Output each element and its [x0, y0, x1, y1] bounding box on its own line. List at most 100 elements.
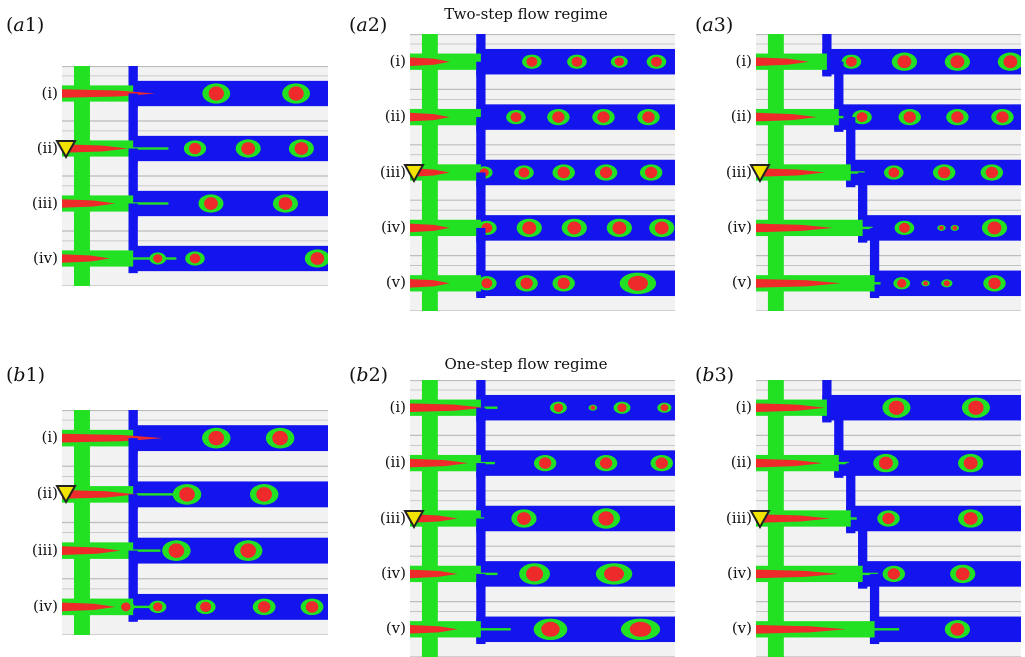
- row-label: (ii): [36, 138, 58, 157]
- collector-channel-segment: [476, 518, 486, 589]
- collector-channel-segment: [476, 61, 486, 132]
- droplet-core: [642, 111, 655, 123]
- droplet-core: [963, 512, 978, 525]
- collector-channel-segment: [476, 407, 486, 478]
- collector-channel-segment: [834, 61, 844, 132]
- droplet-core: [660, 404, 669, 412]
- droplet-neck: [816, 115, 844, 119]
- droplet-core: [310, 252, 325, 265]
- droplet-core: [651, 56, 662, 67]
- droplet-neck: [136, 493, 177, 496]
- droplet-neck: [449, 60, 463, 63]
- droplet-core: [888, 400, 905, 415]
- droplet-core: [627, 275, 648, 291]
- droplet-core: [522, 221, 537, 235]
- outlet-channel: [834, 450, 1021, 476]
- dispersed-thread: [62, 602, 116, 612]
- row-label: (ii): [730, 107, 752, 126]
- dispersed-thread: [62, 199, 116, 208]
- collector-channel-segment: [858, 518, 868, 589]
- outlet-channel: [476, 394, 675, 421]
- row-label: (iv): [33, 596, 58, 615]
- dispersed-thread: [756, 168, 825, 177]
- collector-channel-segment: [128, 550, 138, 622]
- droplet-core: [305, 601, 319, 613]
- row-label: (i): [41, 428, 58, 447]
- collector-channel-segment: [476, 117, 486, 188]
- droplet-core: [571, 56, 583, 67]
- outlet-channel: [858, 561, 1021, 587]
- droplet-core: [856, 112, 868, 123]
- droplet-simulation-svg: [756, 380, 1021, 657]
- droplet-neck: [128, 147, 169, 150]
- collector-channel-segment: [128, 438, 138, 510]
- droplet-core: [520, 277, 533, 290]
- dispersed-thread: [62, 144, 129, 153]
- droplet-core: [655, 457, 668, 469]
- droplet-neck: [840, 282, 881, 285]
- droplet-core: [510, 112, 522, 123]
- marker-triangle: [403, 163, 425, 183]
- row-label: (iii): [379, 162, 406, 181]
- row-label: (v): [731, 273, 752, 292]
- panel-label-b3: (b3): [695, 364, 735, 386]
- two-step-regime-title: Two-step flow regime: [444, 5, 608, 23]
- row-label: (iii): [725, 508, 752, 527]
- droplet-core: [887, 568, 900, 580]
- droplet-neck: [830, 517, 857, 520]
- dispersed-thread: [410, 624, 458, 634]
- dispersed-thread: [410, 514, 458, 523]
- droplet-core: [629, 621, 652, 637]
- dispersed-thread: [62, 546, 121, 556]
- droplet-core: [951, 111, 964, 123]
- row-label: (ii): [384, 453, 406, 472]
- dispersed-thread: [62, 433, 164, 443]
- dispersed-thread: [410, 57, 450, 67]
- droplet-core: [846, 56, 857, 67]
- droplet-core: [654, 221, 669, 235]
- droplet-core: [939, 225, 944, 231]
- droplet-simulation-svg: [756, 34, 1021, 311]
- droplet-core: [899, 222, 910, 233]
- droplet-core: [604, 566, 625, 582]
- droplet-core: [272, 430, 288, 446]
- droplet-core: [241, 142, 256, 155]
- collector-channel-segment: [128, 93, 138, 164]
- row-label: (iii): [379, 508, 406, 527]
- collector-channel-segment: [858, 172, 868, 243]
- droplet-core: [204, 197, 218, 210]
- dispersed-thread: [410, 112, 450, 122]
- collector-channel-segment: [476, 172, 486, 243]
- row-label: (i): [41, 83, 58, 102]
- collector-channel-segment: [834, 407, 844, 478]
- inlet-marker-triangle-icon: [55, 139, 77, 159]
- droplet-core: [288, 86, 304, 101]
- row-label: (i): [389, 397, 406, 416]
- droplet-neck: [115, 605, 156, 609]
- droplet-core: [526, 566, 544, 582]
- droplet-core: [968, 400, 984, 415]
- droplet-neck: [838, 572, 878, 576]
- droplet-core: [208, 430, 225, 446]
- main-channel: [73, 410, 90, 635]
- droplet-neck: [824, 171, 865, 174]
- droplet-core: [952, 225, 958, 231]
- droplet-simulation-svg: [410, 380, 675, 657]
- row-label: (iii): [31, 540, 58, 559]
- droplet-core: [937, 166, 951, 179]
- droplet-core: [1003, 55, 1018, 69]
- row-label: (iv): [727, 563, 752, 582]
- droplet-core: [878, 456, 893, 470]
- droplet-core: [882, 512, 895, 525]
- droplet-core: [168, 543, 185, 558]
- dispersed-thread: [756, 403, 825, 413]
- droplet-core: [888, 167, 900, 178]
- dispersed-thread: [756, 112, 817, 122]
- droplet-neck: [484, 406, 498, 409]
- droplet-simulation-svg: [410, 34, 675, 311]
- inlet-marker-triangle-icon: [403, 163, 425, 183]
- dispersed-thread: [756, 57, 809, 67]
- marker-triangle: [749, 509, 771, 529]
- droplet-neck: [832, 226, 873, 230]
- outlet-channel: [476, 450, 675, 476]
